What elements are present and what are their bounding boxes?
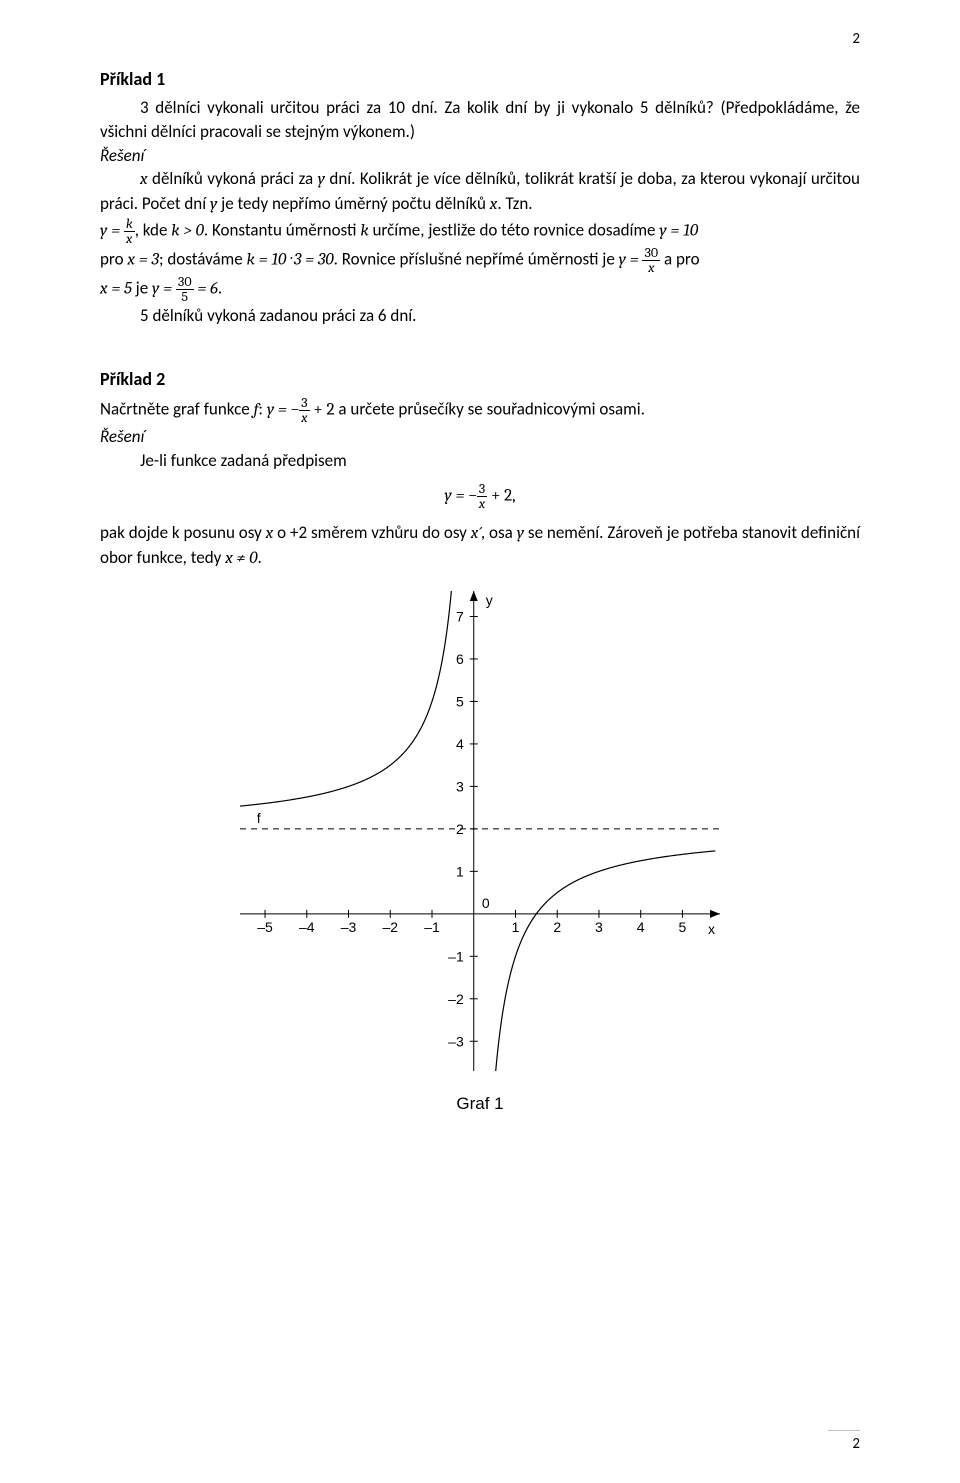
k30: k = 10 · 3 = 30 [247,251,334,270]
svg-text:–3: –3 [341,919,357,935]
t: Načrtněte graf funkce [100,398,254,419]
svg-text:4: 4 [456,736,464,752]
svg-text:–2: –2 [382,919,398,935]
ex1-answer: 5 dělníků vykoná zadanou práci za 6 dní. [100,304,860,328]
graph-container: –5 –4 –3 –2 –1 1 2 3 4 5 0 1 2 3 4 5 6 7 –1 –2 –3 x y f Graf 1 [100,591,860,1114]
den: 5 [176,290,194,304]
frac-k-x: kx [124,217,135,246]
den: x [642,261,660,275]
t: pro [100,249,127,270]
ex2-solution-label: Řešení [100,425,860,449]
svg-text:3: 3 [595,919,603,935]
page-number-top: 2 [852,30,860,48]
plus2b: + 2, [487,487,515,506]
t: , kde [135,220,172,241]
frac-3-x: 3x [299,396,309,425]
y: y [517,524,524,543]
t: . [218,278,222,299]
svg-text:7: 7 [456,608,464,624]
svg-text:–4: –4 [299,919,315,935]
svg-text:1: 1 [456,863,464,879]
svg-text:y: y [486,592,493,608]
t: pak dojde k posunu osy [100,522,266,543]
svg-text:–1: –1 [424,919,440,935]
frac-3-x-eq: 3x [477,482,487,511]
ex1-p4: pro x = 3; dostáváme k = 10 · 3 = 30. Ro… [100,246,860,275]
ex1-solution-label: Řešení [100,144,860,168]
t: o +2 směrem vzhůru do osy [273,522,470,543]
svg-text:f: f [257,810,261,826]
ex1-p1a: 3 dělníci vykonali určitou práci za 10 d… [100,97,860,142]
svg-text:3: 3 [456,778,464,794]
svg-text:2: 2 [553,919,561,935]
svg-text:–1: –1 [448,948,464,964]
var-x: x [140,170,148,189]
ex1-p3: y = kx, kde k > 0. Konstantu úměrnosti k… [100,217,860,246]
den: x [299,411,309,425]
plus2: + 2 [310,400,335,419]
svg-text:–5: –5 [257,919,273,935]
graph-caption: Graf 1 [100,1094,860,1114]
xne0: x ≠ 0 [225,549,257,568]
den: x [477,497,487,511]
yeq: y = − [444,487,476,506]
ex1-p5: x = 5 je y = 305 = 6. [100,275,860,304]
x5: x = 5 [100,280,132,299]
t: je tedy nepřímo úměrný počtu dělníků [217,193,489,214]
footer-page-num: 2 [828,1430,860,1453]
var-y: y [318,170,325,189]
t: : [258,398,266,419]
yeq2: y = [619,251,643,270]
svg-text:–3: –3 [448,1033,464,1049]
yeq: y = − [267,400,299,419]
yeq3: y = [152,280,176,299]
ex1-p2: x dělníků vykoná práci za y dní. Kolikrá… [100,167,860,217]
ex2-p2: Je-li funkce zadaná předpisem [100,449,860,473]
x3: x = 3 [127,251,159,270]
svg-text:–2: –2 [448,991,464,1007]
example-2-heading: Příklad 2 [100,368,860,390]
t: . [258,547,262,568]
svg-text:4: 4 [637,919,645,935]
t: , osa [481,522,517,543]
svg-text:2: 2 [456,821,464,837]
t: určíme, jestliže do této rovnice dosadím… [369,220,660,241]
ex2-p1: Načrtněte graf funkce f: y = −3x + 2 a u… [100,396,860,425]
svg-text:5: 5 [456,693,464,709]
page: 2 Příklad 1 3 dělníci vykonali určitou p… [0,0,960,1483]
den: x [124,232,135,246]
t: je [132,278,152,299]
svg-text:1: 1 [512,919,520,935]
ex2-p3: pak dojde k posunu osy x o +2 směrem vzh… [100,521,860,571]
kgt0: k > 0 [171,222,204,241]
t: a určete průsečíky se souřadnicovými osa… [335,398,645,419]
svg-text:6: 6 [456,651,464,667]
ex2-eq-block: y = −3x + 2, [100,482,860,511]
k: k [360,222,368,241]
eq6: = 6 [194,280,218,299]
t: a pro [660,249,699,270]
svg-text:0: 0 [482,895,490,911]
svg-text:x: x [708,921,715,937]
frac-30-5: 305 [176,275,194,304]
svg-text:5: 5 [679,919,687,935]
t: . Tzn. [497,193,532,214]
graph-svg: –5 –4 –3 –2 –1 1 2 3 4 5 0 1 2 3 4 5 6 7 –1 –2 –3 x y f [240,591,720,1071]
t: . Konstantu úměrnosti [204,220,360,241]
page-number-bottom: 2 [828,1435,860,1453]
frac-30-x: 30x [642,246,660,275]
footer-bar [828,1430,860,1431]
t: . Rovnice příslušné nepřímé úměrnosti je [334,249,619,270]
t: dělníků vykoná práci za [148,168,318,189]
yeq: y = [100,222,124,241]
xp: x´ [471,524,481,543]
example-1-heading: Příklad 1 [100,68,860,90]
ex1-statement: 3 dělníci vykonali určitou práci za 10 d… [100,96,860,144]
y10: y = 10 [659,222,698,241]
t: ; dostáváme [159,249,247,270]
